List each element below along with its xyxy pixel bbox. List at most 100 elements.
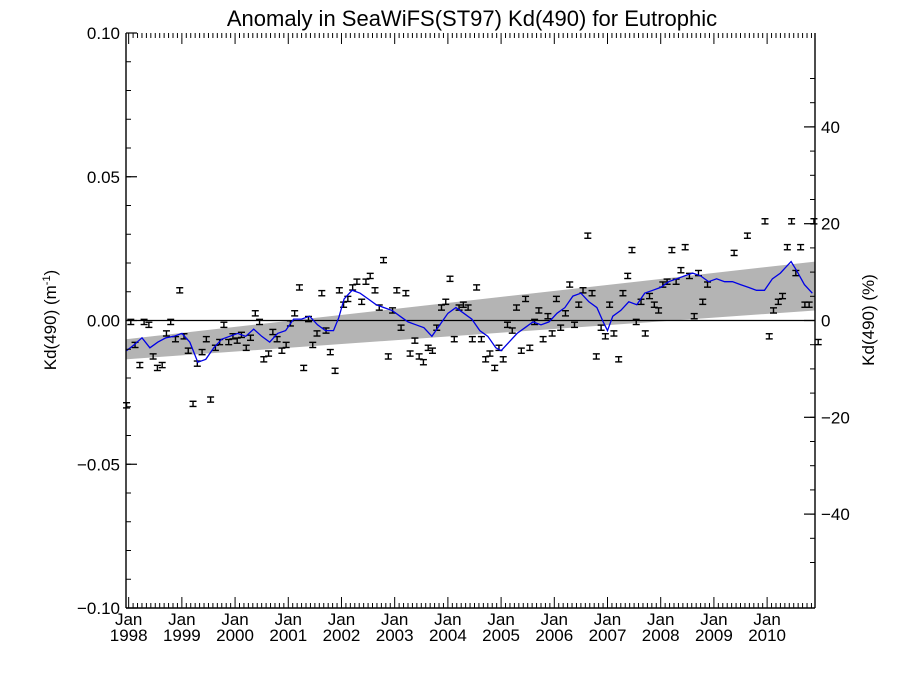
y-right-tick-label: 20 (821, 215, 840, 234)
data-points-layer (123, 218, 822, 409)
data-point (344, 295, 352, 303)
data-point (402, 289, 410, 297)
data-point (202, 335, 210, 343)
data-point (561, 310, 569, 317)
data-point (571, 321, 579, 329)
data-point (278, 347, 286, 354)
data-point (269, 328, 277, 336)
data-point (149, 353, 157, 360)
data-point (641, 330, 649, 337)
data-point (677, 266, 685, 274)
data-point (393, 287, 401, 294)
x-tick-year-label: 2008 (642, 626, 680, 645)
data-point (779, 292, 787, 300)
data-point (557, 324, 565, 331)
data-point (508, 327, 516, 334)
x-tick-month-label: Jan (381, 610, 408, 629)
data-point (162, 330, 170, 337)
data-point (318, 289, 326, 297)
data-point (349, 284, 357, 291)
data-point (624, 272, 632, 280)
x-tick-year-label: 2004 (429, 626, 467, 645)
data-point (552, 295, 560, 303)
data-point (486, 350, 494, 357)
x-tick-month-label: Jan (328, 610, 355, 629)
data-point (260, 356, 268, 363)
tick-labels-layer: 0.100.050.00−0.05−0.1040200−20−40Jan1998… (77, 24, 850, 645)
data-point (145, 321, 153, 329)
data-point (477, 335, 485, 343)
data-point (397, 324, 405, 331)
x-tick-month-label: Jan (541, 610, 568, 629)
data-point (198, 348, 206, 356)
data-point (730, 249, 738, 257)
data-point (309, 341, 317, 349)
data-point (584, 232, 592, 239)
x-tick-year-label: 2009 (695, 626, 733, 645)
data-point (446, 275, 454, 283)
data-point (606, 301, 614, 308)
data-point (353, 278, 361, 285)
data-point (814, 338, 822, 346)
data-point (513, 304, 521, 311)
x-tick-month-label: Jan (594, 610, 621, 629)
data-point (632, 318, 640, 326)
data-point (282, 341, 290, 349)
data-point (473, 284, 481, 291)
x-tick-month-label: Jan (700, 610, 727, 629)
data-point (153, 364, 161, 372)
x-tick-month-label: Jan (168, 610, 195, 629)
data-point (428, 347, 436, 354)
x-tick-year-label: 2002 (323, 626, 361, 645)
y-axis-left-label: Kd(490) (m-1) (41, 270, 60, 370)
data-point (189, 400, 197, 408)
data-point (491, 364, 499, 372)
data-point (601, 333, 609, 340)
x-tick-year-label: 2000 (216, 626, 254, 645)
data-point (704, 281, 712, 288)
data-point (326, 348, 334, 356)
data-point (256, 318, 264, 326)
data-point (522, 295, 530, 303)
data-point (499, 356, 507, 363)
data-point (220, 321, 228, 329)
data-point (765, 333, 773, 340)
data-point (291, 310, 299, 317)
data-point (176, 287, 184, 294)
y-right-tick-label: 40 (821, 118, 840, 137)
data-point (380, 256, 388, 264)
data-point (619, 289, 627, 297)
data-point (690, 312, 698, 320)
data-point (251, 310, 259, 317)
data-point (406, 350, 414, 357)
data-point (384, 353, 392, 360)
data-point (207, 396, 215, 403)
data-point (628, 246, 636, 254)
data-point (770, 307, 778, 314)
data-point (592, 353, 600, 360)
data-point (184, 347, 192, 354)
data-point (610, 330, 618, 337)
data-point (140, 318, 148, 326)
data-point (295, 284, 303, 291)
data-point (548, 330, 556, 337)
data-point (646, 292, 654, 300)
data-point (615, 356, 623, 363)
axes-layer (125, 32, 816, 609)
y-right-tick-label: −20 (821, 408, 850, 427)
data-point (468, 335, 476, 343)
data-point (544, 312, 552, 320)
x-tick-year-label: 2001 (269, 626, 307, 645)
y-right-tick-label: 0 (821, 312, 830, 331)
x-tick-year-label: 1998 (110, 626, 148, 645)
data-point (300, 364, 308, 372)
data-point (588, 289, 596, 297)
x-tick-month-label: Jan (753, 610, 780, 629)
x-tick-year-label: 2006 (535, 626, 573, 645)
y-axis-right-label: Kd(490) (%) (859, 274, 878, 366)
chart-title: Anomaly in SeaWiFS(ST97) Kd(490) for Eut… (227, 6, 717, 31)
data-point (783, 243, 791, 251)
data-point (265, 350, 273, 357)
